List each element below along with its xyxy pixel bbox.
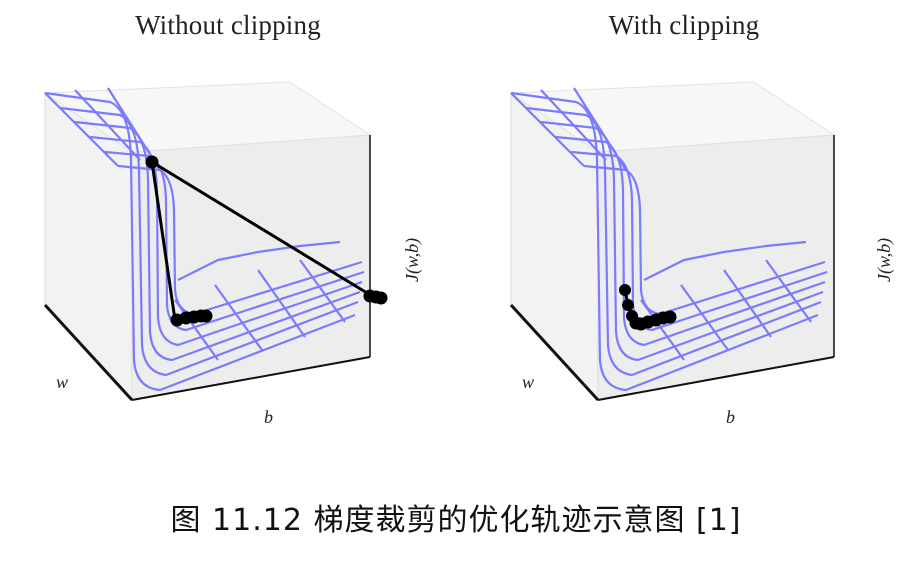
- panel-title: With clipping: [608, 10, 760, 40]
- figure-caption: 图 11.12 梯度裁剪的优化轨迹示意图 [1]: [170, 503, 742, 538]
- axis-b-edge: [131, 356, 371, 401]
- axis-w-edge: [509, 303, 600, 402]
- axis-b-edge: [597, 356, 835, 401]
- axis-label-b: b: [264, 407, 273, 427]
- axis-label-w: w: [522, 372, 534, 392]
- panel-with-clipping: With clipping: [456, 0, 912, 470]
- panel-without-clipping: Without clipping: [0, 0, 456, 470]
- axis-w-edge: [43, 303, 134, 402]
- axis-label-j: J(w,b): [874, 238, 895, 282]
- plot-3d-surface: w b J(w,b): [509, 81, 895, 427]
- axis-label-w: w: [56, 372, 68, 392]
- optimization-trajectory: [619, 284, 677, 331]
- panel-title: Without clipping: [135, 10, 321, 40]
- plot-3d-surface: w b J(w,b): [43, 81, 423, 427]
- axis-label-j: J(w,b): [402, 238, 423, 282]
- axis-label-b: b: [726, 407, 735, 427]
- optimization-trajectory: [145, 155, 388, 327]
